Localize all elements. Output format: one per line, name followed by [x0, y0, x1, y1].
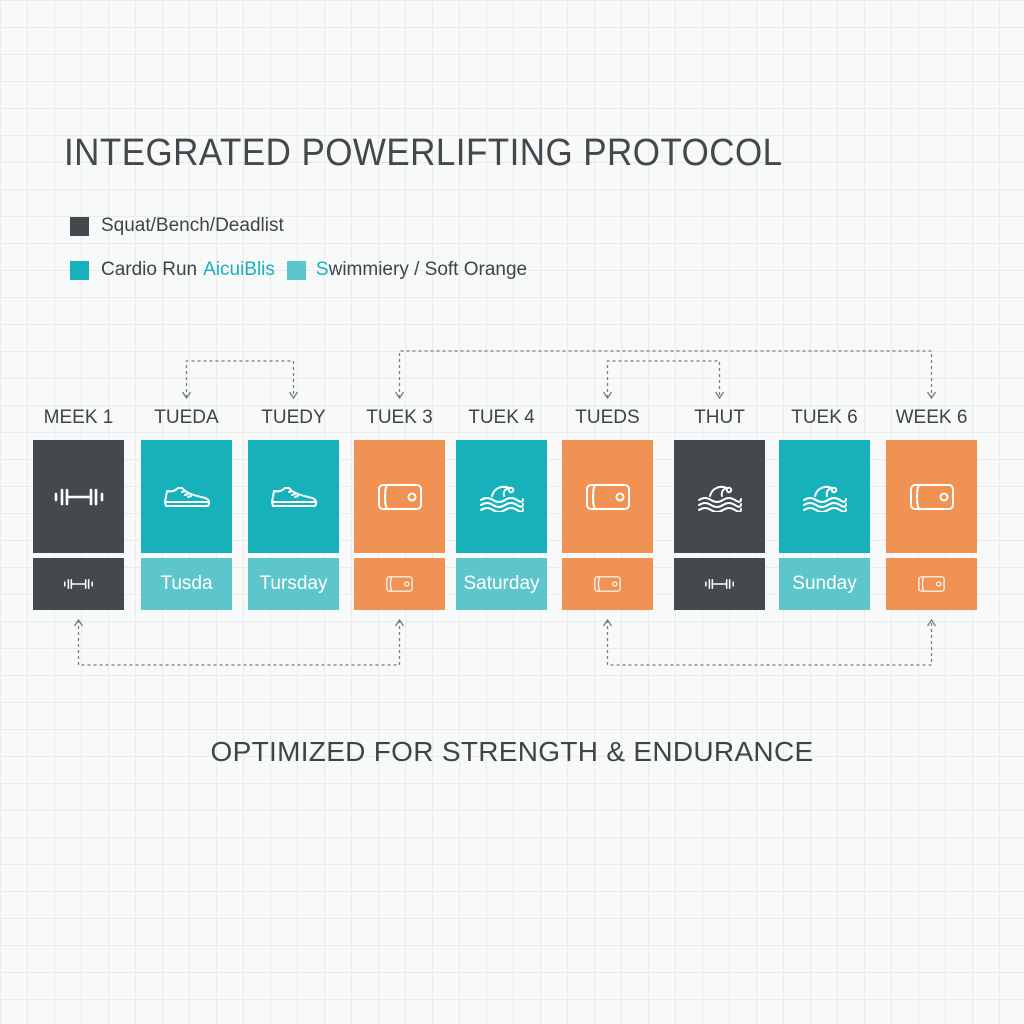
session-block[interactable]	[779, 440, 870, 553]
mat-icon	[584, 482, 632, 512]
dumbbell-icon	[63, 576, 94, 592]
swim-icon	[478, 482, 526, 512]
day-label: TUEDA	[154, 407, 219, 428]
page-title: INTEGRATED POWERLIFTING PROTOCOL	[64, 132, 783, 174]
session-detail-block[interactable]	[674, 558, 765, 610]
day-column: TUEDY Tursday	[248, 400, 339, 610]
connector-arrow	[288, 391, 299, 400]
session-detail-block[interactable]: Tursday	[248, 558, 339, 610]
session-block[interactable]	[248, 440, 339, 553]
session-detail-block[interactable]	[886, 558, 977, 610]
day-name: Sunday	[792, 573, 857, 594]
legend-row-strength: Squat/Bench/Deadlist	[70, 214, 284, 238]
legend-label-strength: Squat/Bench/Deadlist	[101, 215, 284, 236]
session-detail-block[interactable]	[33, 558, 124, 610]
top-connector-line	[398, 350, 933, 398]
legend-swatch-cardio	[70, 260, 89, 280]
mat-icon	[385, 575, 414, 593]
connector-arrow	[602, 618, 613, 627]
bottom-connector-line	[77, 620, 401, 666]
day-label: TUEDS	[575, 407, 640, 428]
day-column: TUEDS	[562, 400, 653, 610]
session-detail-block[interactable]: Sunday	[779, 558, 870, 610]
legend-swatch-strength	[70, 216, 89, 236]
day-name: Tursday	[259, 573, 328, 594]
dumbbell-icon	[704, 576, 735, 592]
legend-label-swim-initial: S	[315, 259, 329, 280]
day-label: TUEDY	[261, 407, 326, 428]
day-label: THUT	[694, 407, 745, 428]
session-block[interactable]	[354, 440, 445, 553]
day-column: WEEK 6	[886, 400, 977, 610]
mat-icon	[908, 482, 956, 512]
swim-icon	[801, 482, 849, 512]
sneaker-icon	[162, 482, 212, 512]
session-block[interactable]	[562, 440, 653, 553]
legend-accent-text: AicuiBlis	[203, 259, 275, 280]
day-column: TUEDA Tusda	[141, 400, 232, 610]
session-block[interactable]	[33, 440, 124, 553]
day-column: THUT	[674, 400, 765, 610]
top-connector-line	[185, 360, 295, 398]
day-name: Saturday	[463, 573, 540, 594]
connector-arrow	[394, 391, 405, 400]
session-detail-block[interactable]: Tusda	[141, 558, 232, 610]
swim-icon	[696, 482, 744, 512]
mat-icon	[376, 482, 424, 512]
session-block[interactable]	[674, 440, 765, 553]
connector-arrow	[181, 391, 192, 400]
day-column: MEEK 1	[33, 400, 124, 610]
connector-arrow	[926, 391, 937, 400]
legend-label-cardio: Cardio Run	[101, 259, 198, 280]
sneaker-icon	[269, 482, 319, 512]
connector-arrow	[73, 618, 84, 627]
top-connector-line	[606, 360, 721, 398]
connector-arrow	[394, 618, 405, 627]
day-column: TUEK 6 Sunday	[779, 400, 870, 610]
dumbbell-icon	[53, 484, 105, 510]
day-label: WEEK 6	[895, 407, 968, 428]
legend-label-swim: wimmiery / Soft Orange	[328, 259, 528, 280]
connector-arrow	[714, 391, 725, 400]
connector-arrow	[926, 618, 937, 627]
session-detail-block[interactable]	[354, 558, 445, 610]
bottom-connector-line	[606, 620, 933, 666]
day-name: Tusda	[160, 573, 213, 594]
mat-icon	[593, 575, 622, 593]
mat-icon	[917, 575, 946, 593]
session-block[interactable]	[456, 440, 547, 553]
day-column: TUEK 3	[354, 400, 445, 610]
session-block[interactable]	[141, 440, 232, 553]
day-column: TUEK 4 Saturday	[456, 400, 547, 610]
day-label: MEEK 1	[43, 407, 114, 428]
session-block[interactable]	[886, 440, 977, 553]
day-label: TUEK 6	[791, 407, 858, 428]
legend-swatch-swim	[286, 260, 306, 280]
connector-arrow	[602, 391, 613, 400]
day-label: TUEK 4	[468, 407, 535, 428]
session-detail-block[interactable]	[562, 558, 653, 610]
footer-tagline: OPTIMIZED FOR STRENGTH & ENDURANCE	[210, 736, 814, 767]
day-label: TUEK 3	[366, 407, 433, 428]
session-detail-block[interactable]: Saturday	[456, 558, 547, 610]
